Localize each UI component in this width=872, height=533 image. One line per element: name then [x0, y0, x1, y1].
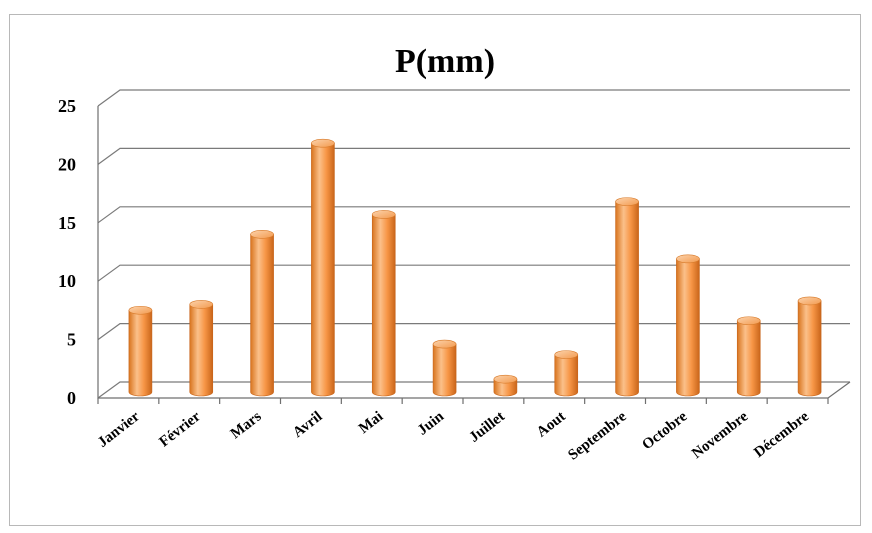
- chart-title: P(mm): [395, 43, 495, 80]
- x-tick-label: Novembre: [689, 408, 751, 462]
- x-tick-label: Janvier: [95, 408, 143, 451]
- bar-janvier: [128, 305, 153, 397]
- bar-layer: [128, 138, 822, 397]
- x-tick-label: Juillet: [467, 409, 508, 446]
- y-tick-label: 25: [58, 96, 76, 116]
- chart-frame: [9, 14, 861, 526]
- y-tick-label: 15: [58, 213, 76, 233]
- y-tick-label: 20: [58, 154, 76, 174]
- bar-mai: [371, 210, 396, 397]
- bar-juin: [432, 339, 457, 397]
- y-tick-label: 0: [67, 388, 76, 408]
- x-tick-label: Aout: [534, 409, 569, 441]
- bar-mars: [250, 230, 274, 397]
- y-tick-label: 5: [67, 330, 76, 350]
- x-tick-label: Mai: [356, 409, 386, 438]
- x-axis-ticks: Janvier Février Mars Avril Mai Juin Juillet Aou…: [95, 408, 812, 463]
- x-tick-label: Mars: [228, 408, 265, 442]
- bar-novembre: [736, 316, 761, 397]
- gridline-5: [97, 89, 850, 107]
- grid-layer: [97, 89, 851, 404]
- gridline-4: [97, 147, 850, 165]
- bar-avril: [311, 138, 335, 397]
- bar-octobre: [676, 254, 700, 397]
- x-tick-label: Octobre: [639, 408, 690, 453]
- x-tick-label: Décembre: [751, 408, 812, 461]
- bar-aout: [554, 350, 579, 397]
- y-tick-label: 10: [58, 271, 76, 291]
- bar-décembre: [797, 296, 822, 397]
- bar-juillet: [493, 374, 518, 397]
- x-tick-label: Juin: [415, 408, 448, 438]
- gridline-0: [97, 381, 850, 399]
- x-tick-label: Septembre: [565, 408, 629, 463]
- bar-février: [189, 300, 214, 397]
- gridline-1: [97, 323, 850, 341]
- x-tick-label: Avril: [290, 409, 325, 441]
- gridline-2: [97, 264, 850, 282]
- y-axis-ticks: 0 5 10 15 20 25: [58, 96, 76, 408]
- bar-septembre: [615, 197, 639, 397]
- gridline-3: [97, 206, 850, 224]
- x-tick-label: Février: [156, 408, 204, 450]
